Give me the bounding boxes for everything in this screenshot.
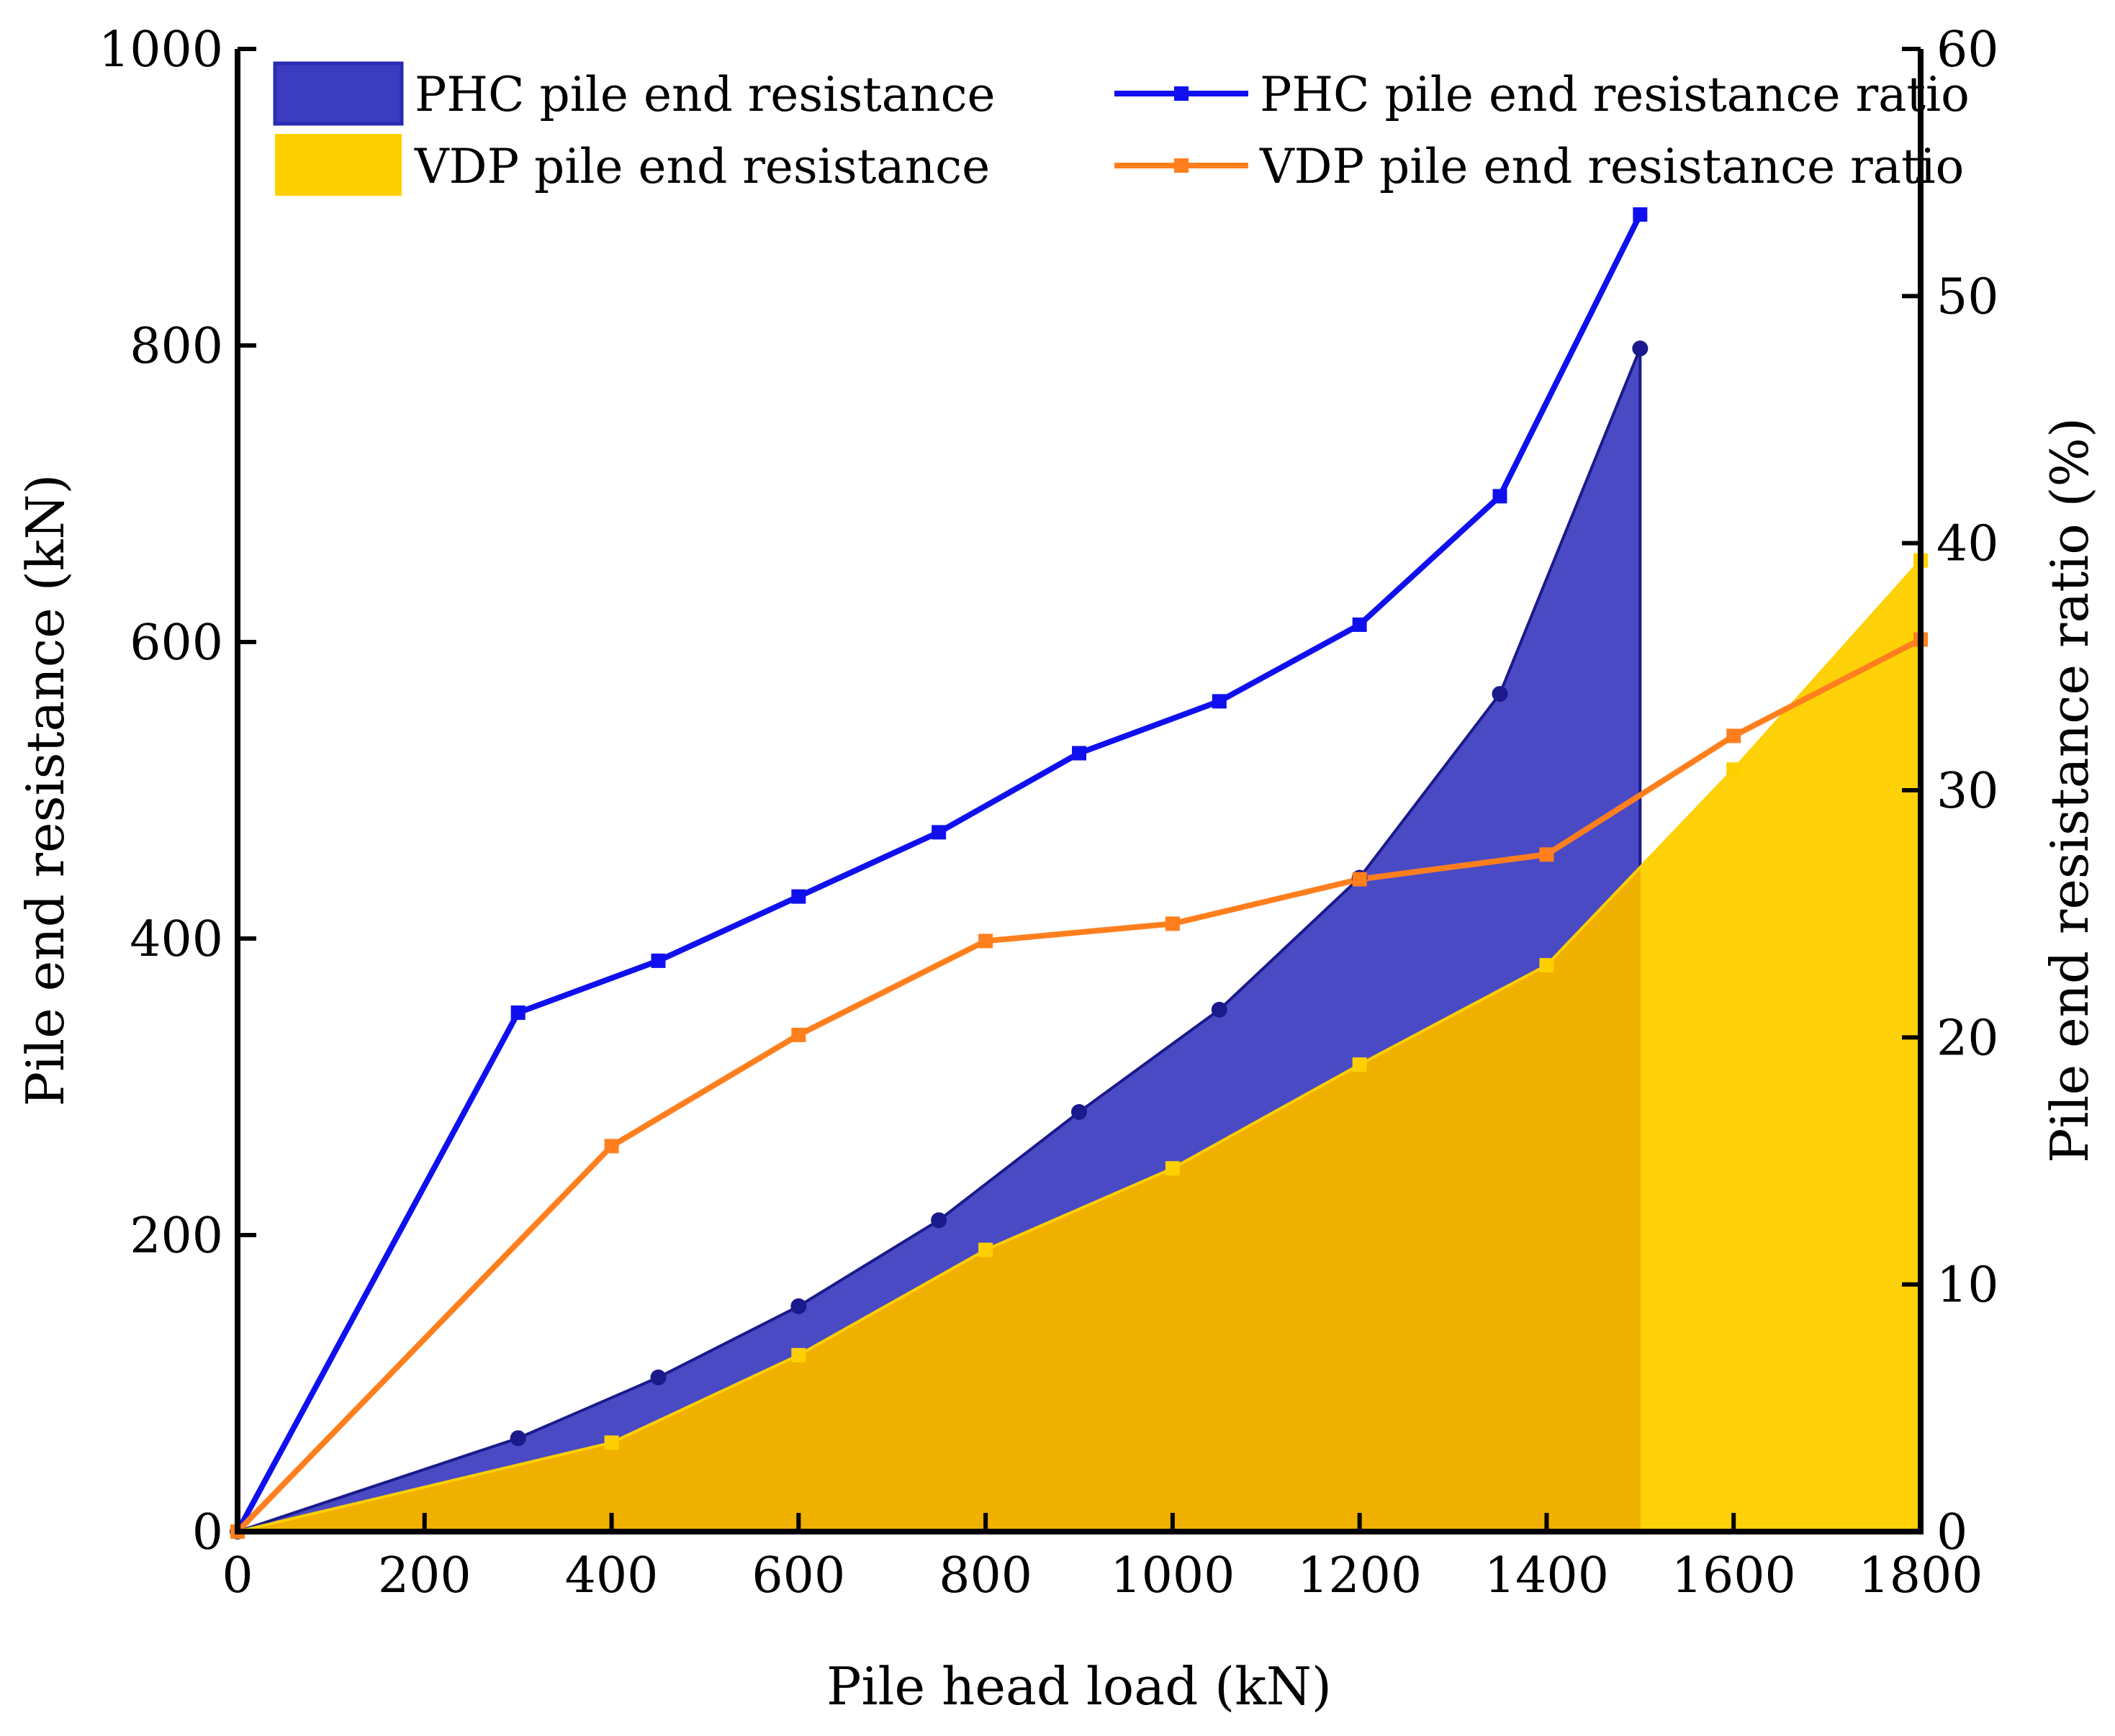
x-tick-label: 600: [752, 1547, 845, 1604]
vdp-ratio-point: [1352, 872, 1367, 887]
legend-marker-vdp-ratio: [1174, 158, 1189, 173]
phc-area-point: [510, 1430, 526, 1447]
right-y-tick-label: 50: [1936, 268, 1999, 325]
legend-label-vdp-ratio: VDP pile end resistance ratio: [1259, 139, 1964, 194]
x-tick-label: 200: [378, 1547, 472, 1604]
phc-area-point: [1632, 340, 1649, 357]
phc-ratio-point: [1352, 617, 1367, 632]
x-tick-label: 400: [565, 1547, 659, 1604]
phc-ratio-line: [235, 213, 1643, 1533]
right-y-tick-label: 20: [1936, 1010, 1999, 1067]
vdp-ratio-point: [1539, 847, 1554, 862]
right-y-tick-label: 40: [1936, 516, 1999, 573]
vdp-area-point: [1352, 1057, 1367, 1072]
x-tick-label: 0: [222, 1547, 253, 1604]
vdp-area-point: [1726, 762, 1741, 777]
right-y-tick-label: 10: [1936, 1257, 1999, 1314]
left-y-tick-label: 200: [130, 1208, 223, 1265]
x-tick-label: 800: [939, 1547, 1032, 1604]
vdp-ratio-point: [978, 933, 993, 949]
legend-marker-phc-ratio: [1174, 86, 1189, 101]
left-y-tick-label: 1000: [99, 22, 223, 78]
phc-area-point: [1492, 686, 1508, 702]
phc-ratio-point: [791, 889, 806, 904]
phc-ratio-point: [932, 825, 947, 840]
left-y-tick-label: 600: [130, 615, 223, 672]
right-y-tick-label: 0: [1936, 1504, 1967, 1561]
phc-area-point: [1071, 1104, 1087, 1121]
phc-area-point: [790, 1298, 807, 1314]
vdp-ratio-point: [604, 1139, 619, 1154]
x-tick-label: 1400: [1484, 1547, 1609, 1604]
left-y-tick-label: 0: [192, 1504, 223, 1561]
legend-label-vdp-area: VDP pile end resistance: [414, 139, 990, 194]
vdp-ratio-point: [1165, 916, 1180, 931]
vdp-area-point: [1539, 958, 1554, 973]
phc-ratio-point: [651, 953, 666, 968]
x-tick-label: 1200: [1297, 1547, 1422, 1604]
phc-ratio-point: [1492, 489, 1507, 504]
phc-ratio-point: [1633, 207, 1648, 222]
right-y-tick-label: 30: [1936, 763, 1999, 820]
vdp-area-point: [791, 1347, 806, 1362]
vdp-overlap-area: [238, 867, 1641, 1532]
phc-area-point: [650, 1369, 667, 1385]
phc-area-point: [931, 1212, 947, 1229]
left-y-tick-label: 400: [130, 911, 223, 968]
vdp-area-point: [604, 1435, 619, 1450]
right-y-axis-title: Pile end resistance ratio (%): [2039, 417, 2100, 1163]
x-tick-label: 1000: [1110, 1547, 1235, 1604]
x-tick-label: 1800: [1858, 1547, 1983, 1604]
legend: PHC pile end resistance VDP pile end res…: [273, 61, 1970, 196]
phc-area-point: [1211, 1001, 1227, 1018]
phc-ratio-point: [1212, 694, 1227, 709]
x-tick-label: 1600: [1672, 1547, 1796, 1604]
phc-ratio-point: [510, 1005, 526, 1020]
legend-swatch-phc-area: [273, 61, 404, 126]
left-y-axis-title: Pile end resistance (kN): [15, 474, 76, 1107]
legend-label-phc-area: PHC pile end resistance: [415, 67, 996, 122]
phc-ratio-point: [1072, 746, 1086, 761]
left-y-tick-label: 800: [130, 318, 223, 375]
vdp-ratio-point: [1726, 728, 1741, 743]
legend-label-phc-ratio: PHC pile end resistance ratio: [1260, 67, 1970, 122]
legend-swatch-vdp-area: [275, 134, 402, 196]
x-axis-title: Pile head load (kN): [826, 1656, 1332, 1717]
vdp-ratio-point: [791, 1027, 806, 1042]
vdp-area-point: [978, 1242, 993, 1257]
tick-layer: 0 200 400 600 800 1000 1200 1400 1600 18000200400…: [99, 22, 1999, 1604]
area-layer: [236, 347, 1922, 1533]
vdp-area-point: [1165, 1161, 1180, 1176]
right-y-tick-label: 60: [1936, 22, 1999, 78]
